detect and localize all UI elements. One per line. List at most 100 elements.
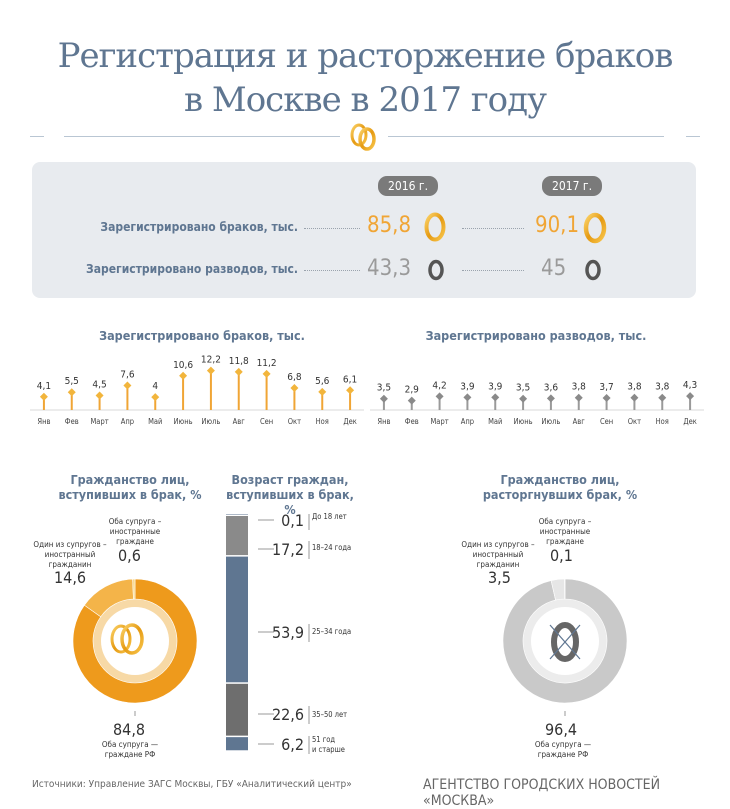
month-label: Авг	[573, 417, 586, 426]
divider-right	[388, 136, 664, 137]
title-line: Возраст граждан,	[220, 472, 360, 487]
value-label: 12,2	[201, 355, 221, 366]
month-label: Май	[488, 417, 502, 426]
month-label: Янв	[377, 417, 390, 426]
wedding-rings-icon	[344, 121, 386, 153]
month-label: Июль	[201, 417, 220, 426]
year-2017-badge: 2017 г.	[542, 176, 602, 196]
age-range-label: 35–50 лет	[312, 710, 347, 719]
month-label: Март	[430, 417, 448, 426]
page-title-line1: Регистрация и расторжение браков	[0, 36, 730, 76]
lollipop-head	[318, 388, 326, 396]
lollipop-head	[151, 393, 159, 401]
dots	[304, 228, 360, 229]
month-label: Сен	[260, 417, 273, 426]
lollipop-head	[603, 394, 611, 402]
gray-ring-icon	[426, 258, 446, 282]
both-rf-label: Оба супруга — граждане РФ	[528, 740, 598, 760]
lollipop-head	[346, 386, 354, 394]
label-line: граждане РФ	[95, 750, 165, 760]
marriage-citizenship-title: Гражданство лиц, вступивших в брак, %	[40, 472, 220, 502]
value-label: 3,8	[572, 382, 587, 393]
month-label: Июнь	[174, 417, 193, 426]
lollipop-head	[68, 388, 76, 396]
gold-ring-icon	[582, 211, 608, 245]
value-label: 10,6	[173, 360, 193, 371]
lollipop-head	[235, 368, 243, 376]
lollipop-head	[408, 397, 416, 405]
age-value-label: 0,1	[281, 514, 304, 530]
month-label: Июнь	[514, 417, 533, 426]
month-label: Сен	[600, 417, 613, 426]
month-label: Ноя	[656, 417, 669, 426]
divorces-monthly-chart: 3,5Янв2,9Фев4,2Март3,9Апр3,9Май3,5Июнь3,…	[370, 350, 704, 434]
age-range-label: 18–24 года	[312, 543, 351, 552]
divorces-chart-title: Зарегистрировано разводов, тыс.	[366, 328, 706, 343]
dots	[304, 270, 360, 271]
value-label: 3,9	[460, 381, 475, 392]
label-line: иностранные	[530, 527, 600, 537]
page-title-line2: в Москве в 2017 году	[0, 80, 730, 120]
value-label: 3,6	[544, 382, 559, 393]
value-label: 7,6	[120, 369, 135, 380]
value-label: 4,5	[92, 379, 106, 390]
gold-ring-icon	[423, 211, 447, 243]
value-label: 11,8	[229, 356, 249, 367]
label-line: Оба супруга —	[528, 740, 598, 750]
age-segment	[226, 684, 248, 736]
title-line: Гражданство лиц,	[40, 472, 220, 487]
broken-ring-icon	[545, 620, 585, 664]
divorces-2017-value: 45	[541, 256, 566, 281]
dots	[462, 228, 524, 229]
marriages-chart-title: Зарегистрировано браков, тыс.	[32, 328, 372, 343]
month-label: Март	[90, 417, 108, 426]
lollipop-head	[207, 367, 215, 375]
month-label: Дек	[683, 417, 697, 426]
lollipop-head	[123, 381, 131, 389]
divorce-citizenship-title: Гражданство лиц, расторгнувших брак, %	[470, 472, 650, 502]
both-rf-label: Оба супруга — граждане РФ	[95, 740, 165, 760]
label-line: иностранные	[100, 527, 170, 537]
both-foreign-label: Оба супруга – иностранные граждане	[530, 517, 600, 547]
divider-left-tick	[30, 136, 44, 137]
agency-name: АГЕНТСТВО ГОРОДСКИХ НОВОСТЕЙ «МОСКВА»	[423, 777, 730, 809]
lollipop-head	[463, 393, 471, 401]
age-value-label: 53,9	[272, 623, 304, 642]
age-range-label: 51 год и старше	[312, 735, 345, 755]
value-label: 4	[152, 381, 158, 392]
value-label: 4,3	[683, 380, 697, 391]
lollipop-head	[630, 394, 638, 402]
divider-left	[64, 136, 340, 137]
label-line: Оба супруга –	[100, 517, 170, 527]
month-label: Ноя	[316, 417, 329, 426]
gray-ring-icon	[583, 258, 603, 282]
value-label: 3,5	[377, 383, 391, 394]
label-line: Оба супруга —	[95, 740, 165, 750]
lollipop-head	[179, 372, 187, 380]
marriages-2017-value: 90,1	[535, 213, 579, 238]
month-label: Апр	[121, 417, 134, 426]
divorces-2016-value: 43,3	[367, 256, 411, 281]
both-rf-value: 84,8	[113, 720, 145, 739]
lollipop-head	[491, 393, 499, 401]
marriages-row-label: Зарегистрировано браков, тыс.	[58, 220, 298, 234]
age-range-label: До 18 лет	[312, 512, 347, 521]
age-range-label: 25–34 года	[312, 627, 351, 636]
age-value-label: 22,6	[272, 705, 304, 724]
lollipop-head	[40, 393, 48, 401]
age-segment	[226, 516, 248, 555]
month-label: Апр	[461, 417, 474, 426]
month-label: Июль	[541, 417, 560, 426]
value-label: 3,8	[655, 382, 670, 393]
lollipop-head	[686, 392, 694, 400]
age-value-label: 6,2	[281, 735, 304, 754]
divider-right-tick	[686, 136, 700, 137]
age-chart-title: Возраст граждан, вступивших в брак, %	[220, 472, 360, 517]
sources-text: Источники: Управление ЗАГС Москвы, ГБУ «…	[32, 779, 352, 790]
title-line: вступивших в брак, %	[40, 487, 220, 502]
lollipop-head	[263, 370, 271, 378]
label-line: Один из супругов –	[30, 540, 110, 550]
lollipop-head	[658, 394, 666, 402]
value-label: 6,1	[343, 374, 357, 385]
label-line: Один из супругов –	[458, 540, 538, 550]
